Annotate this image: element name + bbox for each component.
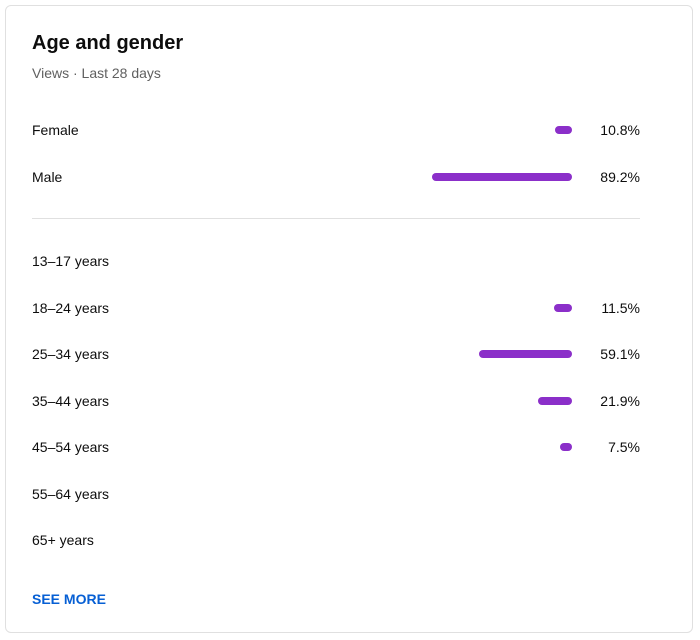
value-label: 10.8% bbox=[600, 122, 640, 138]
subtitle: Views · Last 28 days bbox=[32, 65, 161, 81]
card bbox=[5, 5, 693, 633]
value-label: 21.9% bbox=[600, 392, 640, 409]
divider bbox=[32, 218, 640, 219]
bar bbox=[555, 126, 572, 134]
value-label: 59.1% bbox=[600, 346, 640, 362]
row-label: Male bbox=[32, 168, 63, 185]
value-label: 11.5% bbox=[601, 299, 640, 316]
title: Age and gender bbox=[32, 32, 184, 54]
row-label: 13–17 years bbox=[32, 253, 110, 269]
row-label: 35–44 years bbox=[32, 392, 110, 409]
bar bbox=[560, 443, 572, 451]
bar bbox=[431, 172, 572, 181]
row-label: 18–24 years bbox=[32, 299, 110, 316]
row-label: Female bbox=[32, 122, 79, 138]
bar bbox=[479, 350, 572, 358]
row-label: 65+ years bbox=[32, 532, 94, 548]
value-label: 7.5% bbox=[608, 439, 640, 455]
see-more-link[interactable]: SEE MORE bbox=[32, 591, 106, 607]
row-label: 25–34 years bbox=[32, 346, 110, 362]
row-label: 45–54 years bbox=[32, 439, 110, 455]
bar bbox=[553, 303, 572, 312]
bar bbox=[537, 396, 572, 405]
row-label: 55–64 years bbox=[32, 485, 110, 502]
value-label: 89.2% bbox=[600, 168, 640, 185]
